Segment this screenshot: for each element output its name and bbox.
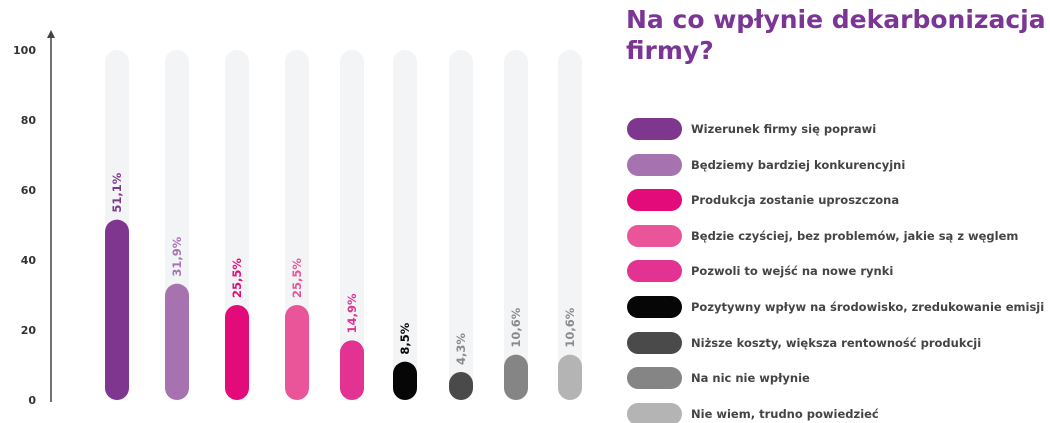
legend-swatch (627, 331, 682, 354)
legend-swatch (627, 402, 682, 423)
y-axis-arrow (47, 30, 55, 38)
legend-swatch (627, 295, 682, 318)
bar-value-label: 10,6% (563, 307, 577, 347)
bar-track (340, 50, 364, 400)
bar (393, 361, 417, 400)
bar-track (449, 50, 473, 400)
y-tick-label: 60 (21, 184, 37, 197)
legend-swatch (627, 153, 682, 176)
bar (558, 354, 582, 400)
bar-chart: 0 20 40 60 80 100 51,1% 31,9% 25,5% 25,5% 14,9% 8,5… (13, 30, 582, 407)
bar-value-label: 51,1% (110, 172, 124, 212)
bar-value-label: 25,5% (230, 258, 244, 298)
legend-item: Pozytywny wpływ na środowisko, zredukowa… (627, 290, 1044, 324)
legend-item: Nie wiem, trudno powiedzieć (627, 397, 1044, 423)
legend-item: Produkcja zostanie uproszczona (627, 183, 1044, 217)
legend-item: Pozwoli to wejść na nowe rynki (627, 254, 1044, 288)
legend-swatch (627, 260, 682, 283)
bar-track (504, 50, 528, 400)
legend-label: Wizerunek firmy się poprawi (691, 122, 877, 136)
legend-label: Na nic nie wpłynie (691, 371, 810, 386)
bar (165, 283, 189, 400)
y-tick-label: 100 (13, 44, 36, 57)
chart-title: Na co wpłynie dekarbonizacja firmy? (626, 5, 1046, 65)
bar-value-label: 31,9% (170, 236, 184, 276)
legend-item: Będzie czyściej, bez problemów, jakie są… (627, 219, 1044, 253)
legend-item: Wizerunek firmy się poprawi (627, 112, 1044, 146)
legend-label: Pozwoli to wejść na nowe rynki (691, 264, 894, 279)
legend-label: Będzie czyściej, bez problemów, jakie są… (691, 228, 1019, 243)
bar (340, 340, 364, 400)
legend: Wizerunek firmy się poprawi Będziemy bard… (627, 112, 1044, 423)
legend-swatch (627, 224, 682, 247)
y-tick-label: 40 (21, 254, 37, 267)
legend-label: Niższe koszty, większa rentowność produk… (691, 335, 982, 350)
bar-value-label: 25,5% (290, 258, 304, 298)
legend-label: Nie wiem, trudno powiedzieć (691, 406, 879, 421)
bar (285, 305, 309, 400)
y-tick-label: 0 (28, 394, 36, 407)
legend-item: Będziemy bardziej konkurencyjni (627, 148, 1044, 182)
legend-item: Na nic nie wpłynie (627, 361, 1044, 395)
legend-label: Produkcja zostanie uproszczona (691, 193, 900, 208)
bar (504, 354, 528, 400)
bar-value-label: 10,6% (509, 307, 523, 347)
bar (225, 305, 249, 400)
legend-swatch (627, 367, 682, 390)
y-tick-label: 80 (21, 114, 37, 127)
legend-item: Niższe koszty, większa rentowność produk… (627, 326, 1044, 360)
legend-label: Będziemy bardziej konkurencyjni (691, 157, 906, 172)
bar-value-label: 4,3% (454, 333, 468, 365)
legend-swatch (627, 118, 682, 140)
bar-track (393, 50, 417, 400)
bar (105, 219, 129, 400)
bar (449, 372, 473, 400)
y-tick-label: 20 (21, 324, 37, 337)
legend-label: Pozytywny wpływ na środowisko, zredukowa… (691, 299, 1045, 314)
bar-track (558, 50, 582, 400)
bar-value-label: 8,5% (398, 322, 412, 354)
legend-swatch (627, 189, 682, 212)
bar-value-label: 14,9% (345, 293, 359, 333)
